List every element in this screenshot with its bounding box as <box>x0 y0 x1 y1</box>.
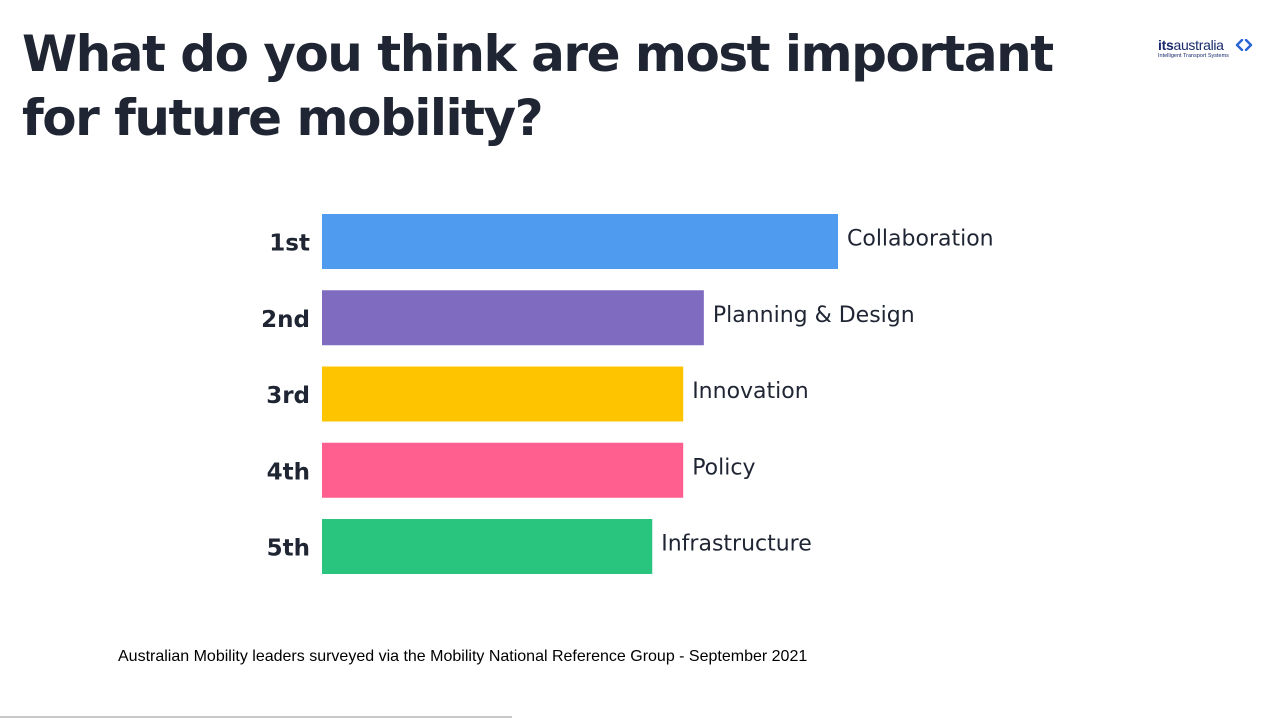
brand-logo: itsaustralia Intelligent Transport Syste… <box>1158 38 1258 62</box>
rank-label: 2nd <box>261 307 310 333</box>
page-title: What do you think are most important for… <box>22 25 1054 147</box>
rank-label: 4th <box>267 459 310 485</box>
bar <box>322 519 653 574</box>
bar <box>322 366 684 422</box>
bar <box>322 214 838 269</box>
bar-label: Innovation <box>692 379 808 404</box>
rank-label: 5th <box>267 536 310 562</box>
logo-tagline: Intelligent Transport Systems <box>1158 53 1229 59</box>
logo-word-australia: australia <box>1173 37 1224 53</box>
bar-label: Infrastructure <box>661 532 812 557</box>
logo-wordmark: itsaustralia <box>1158 38 1258 52</box>
logo-word-its: its <box>1158 37 1174 53</box>
bar <box>322 442 684 498</box>
chevrons-icon <box>1235 39 1253 51</box>
survey-footnote: Australian Mobility leaders surveyed via… <box>118 648 808 665</box>
bar-label: Policy <box>692 455 755 480</box>
rank-label: 3rd <box>266 383 310 409</box>
bar <box>322 290 704 346</box>
rank-label: 1st <box>269 231 310 257</box>
bar-label: Collaboration <box>847 227 994 252</box>
bar-label: Planning & Design <box>713 303 915 328</box>
bottom-divider <box>0 716 512 718</box>
